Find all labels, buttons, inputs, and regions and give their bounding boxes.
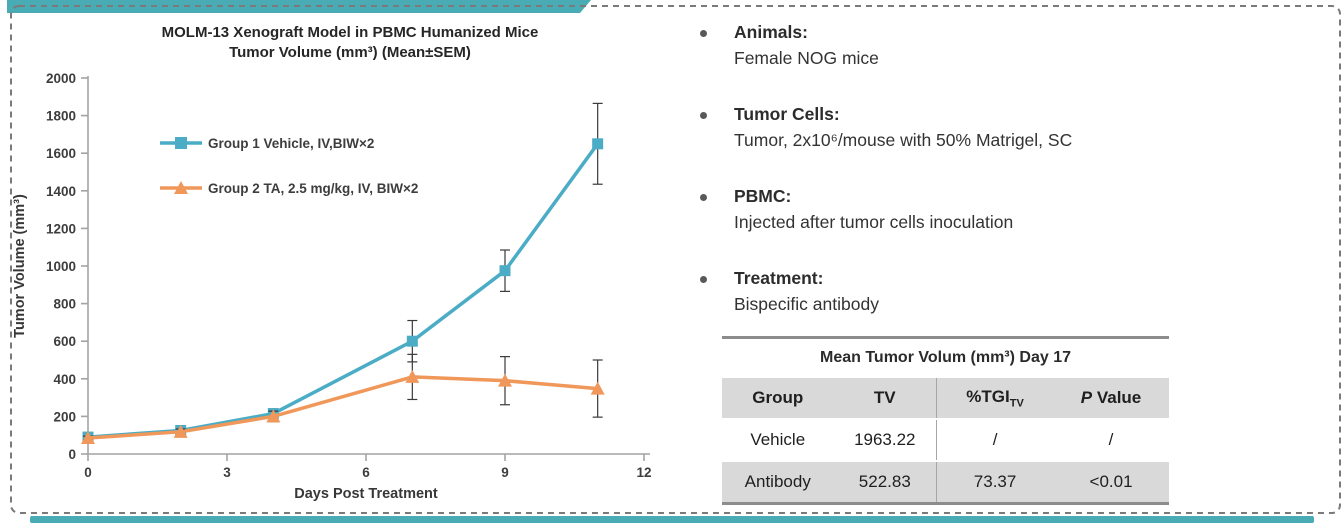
y-tick-label: 1800	[46, 109, 76, 124]
table-title: Mean Tumor Volum (mm³) Day 17	[820, 349, 1071, 366]
bullet-body: Bispecific antibody	[734, 294, 879, 314]
x-tick-label: 12	[636, 465, 651, 480]
bullet-heading: Treatment:	[734, 268, 824, 288]
y-tick-label: 600	[53, 334, 76, 349]
header-tv: TV	[873, 388, 896, 407]
bullet-dot-icon	[700, 30, 707, 37]
y-tick-label: 1400	[46, 184, 76, 199]
bullet-body: Tumor, 2x10⁶/mouse with 50% Matrigel, SC	[734, 130, 1073, 150]
cell-group: Antibody	[744, 472, 811, 491]
y-tick-label: 1600	[46, 146, 76, 161]
header-tgi-sub: TV	[1009, 397, 1024, 410]
cell-pvalue: <0.01	[1089, 472, 1133, 491]
cell-tv: 522.83	[858, 472, 911, 491]
tumor-volume-summary-table: Mean Tumor Volum (mm³) Day 17 Group TV %…	[722, 336, 1169, 505]
header-p-rest: Value	[1092, 388, 1142, 407]
bullet-dot-icon	[700, 276, 707, 283]
y-tick-label: 2000	[46, 71, 76, 86]
legend-label: Group 2 TA, 2.5 mg/kg, IV, BIW×2	[208, 181, 418, 196]
bullet-treatment: Treatment: Bispecific antibody	[700, 268, 879, 315]
tumor-volume-chart: 0 200 400 600 800 1000 1200 1400 1600 1800 2000 0 3 6…	[12, 71, 652, 502]
bullet-animals: Animals: Female NOG mice	[700, 22, 879, 69]
legend-label: Group 1 Vehicle, IV,BIW×2	[208, 136, 374, 151]
bullet-body: Injected after tumor cells inoculation	[734, 212, 1014, 232]
bullet-heading: PBMC:	[734, 186, 792, 206]
bullet-dot-icon	[700, 112, 707, 119]
bullet-heading: Animals:	[734, 22, 808, 42]
y-tick-label: 0	[68, 447, 76, 462]
header-group: Group	[752, 388, 804, 407]
bullet-tumor-cells: Tumor Cells: Tumor, 2x10⁶/mouse with 50%…	[700, 104, 1072, 151]
y-tick-label: 800	[53, 297, 76, 312]
x-tick-label: 0	[84, 465, 92, 480]
header-tgi: %TGITV	[936, 378, 1053, 418]
bullet-pbmc: PBMC: Injected after tumor cells inocula…	[700, 186, 1013, 233]
table-row-vehicle: Vehicle 1963.22 / /	[722, 420, 1169, 460]
x-tick-label: 6	[362, 465, 370, 480]
x-axis-title: Days Post Treatment	[294, 486, 438, 502]
series-line-2	[87, 375, 598, 440]
header-tgi-main: %TGI	[966, 386, 1010, 406]
square-marker	[592, 138, 604, 150]
bullet-heading: Tumor Cells:	[734, 104, 840, 124]
table-row-antibody: Antibody 522.83 73.37 <0.01	[722, 462, 1169, 502]
y-tick-label: 400	[53, 372, 76, 387]
y-tick-label: 1000	[46, 259, 76, 274]
y-tick-label: 200	[53, 409, 76, 424]
accent-bottom-bar	[30, 516, 1314, 523]
cell-pvalue: /	[1108, 430, 1114, 449]
square-marker	[406, 335, 418, 347]
cell-tv: 1963.22	[854, 430, 916, 449]
x-tick-label: 9	[501, 465, 509, 480]
header-p-italic: P	[1080, 388, 1093, 407]
cell-tgi: /	[936, 420, 1053, 460]
table-header-row: Group TV %TGITV P Value	[722, 378, 1169, 418]
y-axis-title: Tumor Volume (mm³)	[12, 194, 28, 338]
square-marker	[499, 265, 511, 277]
header-pvalue: P Value	[1053, 388, 1169, 408]
legend-square-marker	[175, 137, 187, 149]
bullet-dot-icon	[700, 194, 707, 201]
cell-tgi: 73.37	[936, 462, 1053, 502]
bullet-body: Female NOG mice	[734, 48, 879, 68]
y-tick-label: 1200	[46, 221, 76, 236]
cell-group: Vehicle	[750, 430, 806, 449]
x-tick-label: 3	[223, 465, 231, 480]
